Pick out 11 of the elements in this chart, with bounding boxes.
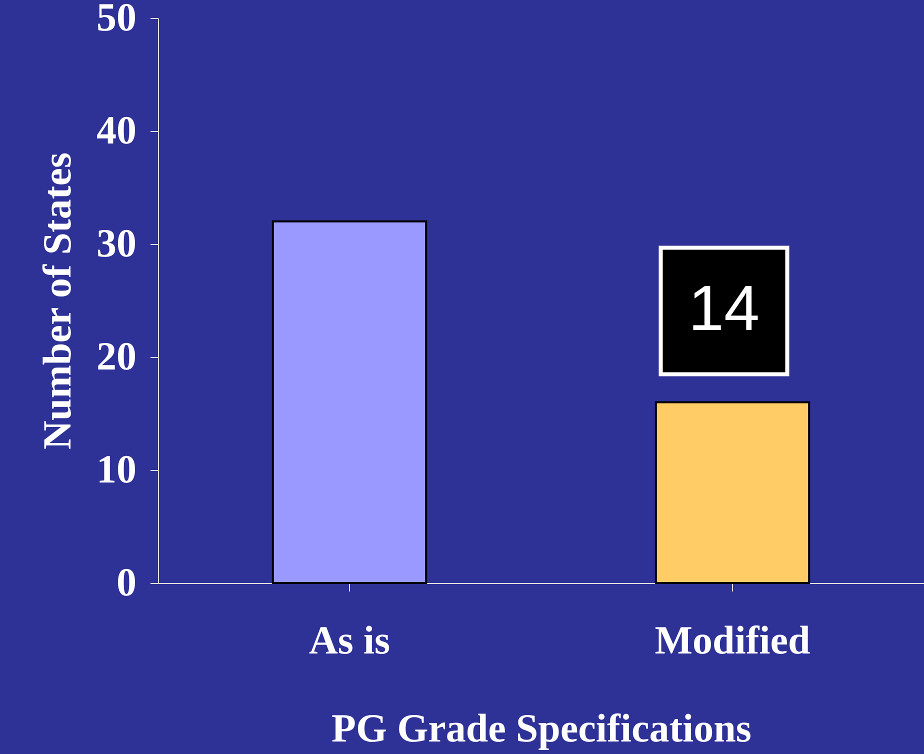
y-tick-label: 10 <box>96 446 136 492</box>
y-tick-label: 40 <box>96 108 136 152</box>
x-tick-label: As is <box>308 618 390 662</box>
y-tick-label: 0 <box>116 560 136 604</box>
y-tick-label: 20 <box>96 334 136 378</box>
annotation: 14 <box>688 272 760 344</box>
y-tick-label: 30 <box>96 220 136 266</box>
y-tick-label: 50 <box>96 0 136 40</box>
x-tick-label: Modified <box>654 618 810 662</box>
y-axis-title: Number of States <box>34 152 80 450</box>
x-axis-title: PG Grade Specifications <box>332 706 752 750</box>
